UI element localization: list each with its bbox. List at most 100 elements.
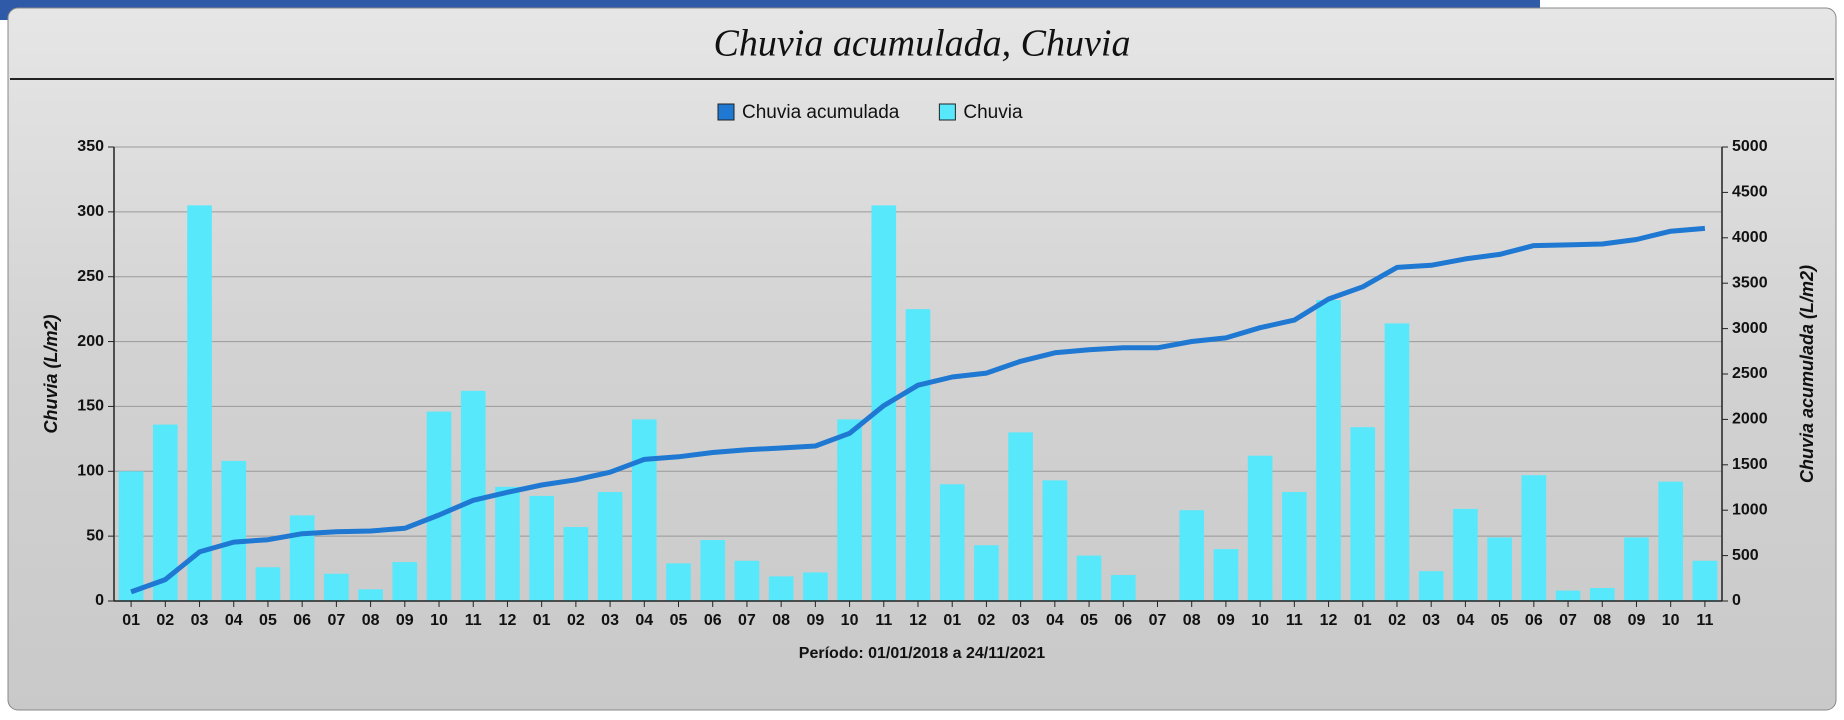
bar (255, 567, 281, 601)
x-tick-label: 11 (1696, 612, 1713, 629)
x-tick-label: 06 (293, 612, 311, 629)
y2-tick-label: 3000 (1732, 320, 1768, 337)
bar (700, 540, 726, 601)
bar (1658, 481, 1683, 601)
y-tick-label: 300 (77, 203, 104, 220)
bar (974, 545, 999, 601)
x-tick-label: 07 (1149, 612, 1167, 629)
x-tick-label: 10 (1251, 612, 1269, 629)
bar (1589, 588, 1615, 601)
bar (666, 563, 691, 601)
x-tick-label: 11 (875, 612, 892, 629)
x-tick-label: 09 (806, 612, 824, 629)
x-tick-label: 01 (1354, 612, 1372, 629)
line (130, 225, 1706, 595)
x-tick-label: 04 (225, 612, 243, 629)
bar (597, 492, 623, 601)
y-tick-label: 250 (77, 268, 104, 285)
legend-label: Chuvia (963, 102, 1023, 123)
bar (734, 560, 760, 601)
bar (1487, 537, 1512, 601)
x-tick-label: 06 (704, 612, 722, 629)
bar (324, 573, 349, 601)
bar (837, 419, 862, 601)
y2-tick-label: 3500 (1732, 274, 1768, 291)
bar (118, 471, 144, 601)
y-tick-label: 150 (77, 398, 104, 415)
x-tick-label: 05 (259, 612, 277, 629)
x-tick-label: 07 (1559, 612, 1577, 629)
bar (1555, 590, 1581, 601)
bar (939, 484, 965, 601)
chart-title: Chuvia acumulada, Chuvia (714, 23, 1131, 65)
bar (1076, 555, 1102, 601)
x-axis-title: Período: 01/01/2018 a 24/11/2021 (799, 645, 1046, 662)
legend-label: Chuvia acumulada (742, 102, 900, 123)
y-tick-label: 0 (95, 592, 104, 609)
y2-tick-label: 2500 (1732, 365, 1768, 382)
y-tick-label: 50 (86, 527, 104, 544)
bar (1282, 492, 1307, 601)
y2-tick-label: 2000 (1732, 411, 1768, 428)
x-tick-label: 11 (465, 612, 482, 629)
y-axis-title: Chuvia (L/m2) (41, 314, 61, 433)
bar (1418, 571, 1444, 601)
x-tick-label: 06 (1114, 612, 1132, 629)
bar (563, 527, 589, 601)
legend-swatch (717, 103, 735, 121)
x-tick-label: 12 (499, 612, 517, 629)
bar (1316, 300, 1341, 601)
x-tick-label: 05 (1080, 612, 1098, 629)
x-tick-label: 10 (430, 612, 448, 629)
bar (768, 576, 794, 601)
x-tick-label: 02 (978, 612, 996, 629)
x-tick-label: 09 (396, 612, 414, 629)
bar (426, 411, 452, 601)
bar (1624, 537, 1649, 601)
bar (905, 309, 931, 601)
y2-tick-label: 1500 (1732, 456, 1768, 473)
bar (187, 205, 212, 601)
bar (289, 515, 315, 601)
x-tick-label: 03 (601, 612, 619, 629)
bar (1521, 475, 1547, 601)
x-tick-label: 05 (1491, 612, 1509, 629)
bar (803, 572, 828, 601)
x-tick-label: 08 (362, 612, 380, 629)
bar (1179, 510, 1205, 601)
bar (1213, 549, 1239, 601)
bar (1042, 480, 1068, 601)
x-tick-label: 01 (943, 612, 961, 629)
bar (1692, 560, 1718, 601)
x-tick-label: 05 (670, 612, 688, 629)
x-tick-label: 02 (1388, 612, 1406, 629)
x-tick-label: 04 (1457, 612, 1475, 629)
x-tick-label: 12 (1320, 612, 1338, 629)
y2-axis-title: Chuvia acumulada (L/m2) (1797, 265, 1817, 483)
x-tick-label: 04 (635, 612, 653, 629)
x-tick-label: 03 (1012, 612, 1030, 629)
x-tick-label: 10 (841, 612, 859, 629)
bar (221, 460, 247, 601)
y-tick-label: 100 (77, 463, 104, 480)
bar (358, 589, 383, 601)
y2-tick-label: 1000 (1732, 501, 1768, 518)
y2-tick-label: 0 (1732, 592, 1741, 609)
x-tick-label: 01 (533, 612, 551, 629)
legend-swatch (938, 103, 956, 121)
x-tick-label: 09 (1217, 612, 1235, 629)
x-tick-label: 03 (191, 612, 209, 629)
x-tick-label: 07 (738, 612, 756, 629)
x-tick-label: 01 (122, 612, 140, 629)
bar (495, 486, 520, 601)
x-tick-label: 04 (1046, 612, 1064, 629)
y2-tick-label: 500 (1732, 547, 1759, 564)
x-tick-label: 08 (1593, 612, 1611, 629)
y-tick-label: 200 (77, 333, 104, 350)
bar (1453, 508, 1478, 601)
x-tick-label: 09 (1628, 612, 1646, 629)
x-tick-label: 07 (327, 612, 345, 629)
y2-tick-label: 5000 (1732, 138, 1768, 155)
x-tick-label: 02 (156, 612, 174, 629)
